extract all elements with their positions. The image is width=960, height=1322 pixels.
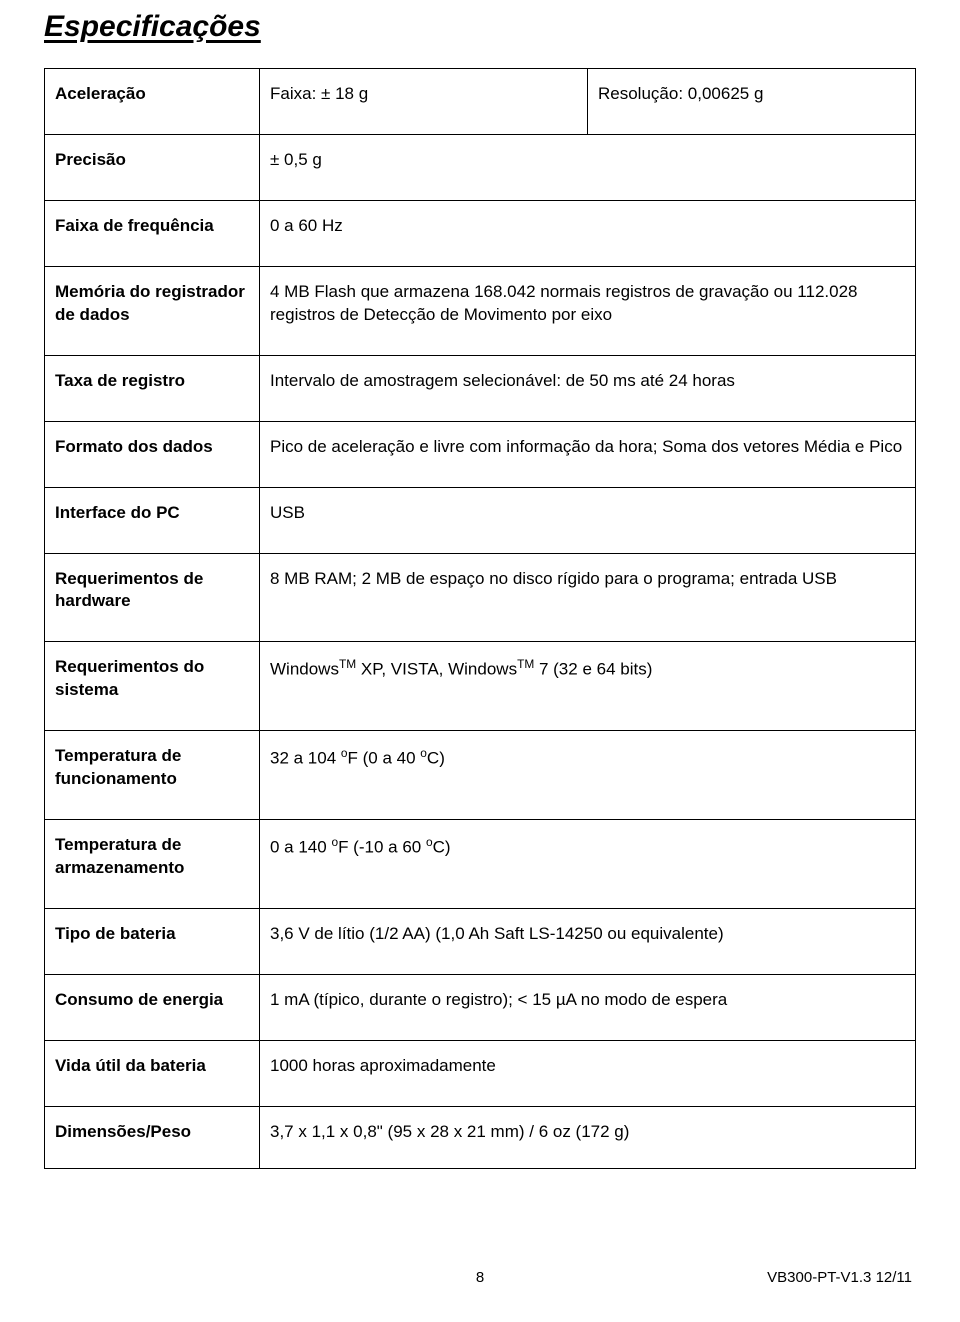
table-row: Taxa de registro Intervalo de amostragem… xyxy=(45,355,916,421)
spec-label: Temperatura de funcionamento xyxy=(45,731,260,820)
table-row: Aceleração Faixa: ± 18 g Resolução: 0,00… xyxy=(45,69,916,135)
table-row: Interface do PC USB xyxy=(45,487,916,553)
spec-label: Aceleração xyxy=(45,69,260,135)
spec-value: Intervalo de amostragem selecionável: de… xyxy=(260,355,916,421)
spec-label: Vida útil da bateria xyxy=(45,1040,260,1106)
spec-label: Requerimentos de hardware xyxy=(45,553,260,642)
spec-label: Interface do PC xyxy=(45,487,260,553)
page-number: 8 xyxy=(476,1269,484,1286)
page-footer: 8 VB300-PT-V1.3 12/11 xyxy=(44,1269,916,1286)
spec-value: USB xyxy=(260,487,916,553)
spec-value: 8 MB RAM; 2 MB de espaço no disco rígido… xyxy=(260,553,916,642)
spec-label: Consumo de energia xyxy=(45,974,260,1040)
spec-label: Precisão xyxy=(45,134,260,200)
specifications-table: Aceleração Faixa: ± 18 g Resolução: 0,00… xyxy=(44,68,916,1169)
table-row: Tipo de bateria 3,6 V de lítio (1/2 AA) … xyxy=(45,909,916,975)
spec-value: ± 0,5 g xyxy=(260,134,916,200)
table-row: Formato dos dados Pico de aceleração e l… xyxy=(45,421,916,487)
spec-label: Faixa de frequência xyxy=(45,200,260,266)
text: 0 a 140 xyxy=(270,838,331,857)
spec-label: Tipo de bateria xyxy=(45,909,260,975)
text: Windows xyxy=(270,660,339,679)
spec-value: 4 MB Flash que armazena 168.042 normais … xyxy=(260,266,916,355)
doc-version: VB300-PT-V1.3 12/11 xyxy=(484,1269,912,1286)
table-row: Memória do registrador de dados 4 MB Fla… xyxy=(45,266,916,355)
spec-value: 1 mA (típico, durante o registro); < 15 … xyxy=(260,974,916,1040)
table-row: Dimensões/Peso 3,7 x 1,1 x 0,8" (95 x 28… xyxy=(45,1106,916,1168)
spec-label: Formato dos dados xyxy=(45,421,260,487)
spec-label: Requerimentos do sistema xyxy=(45,642,260,731)
text: C) xyxy=(433,838,451,857)
text: TM xyxy=(517,657,534,671)
text: o xyxy=(341,746,348,760)
table-row: Temperatura de funcionamento 32 a 104 oF… xyxy=(45,731,916,820)
text: TM xyxy=(339,657,356,671)
table-row: Requerimentos do sistema WindowsTM XP, V… xyxy=(45,642,916,731)
spec-value: 32 a 104 oF (0 a 40 oC) xyxy=(260,731,916,820)
page-title: Especificações xyxy=(44,10,916,44)
spec-value: 0 a 140 oF (-10 a 60 oC) xyxy=(260,820,916,909)
spec-value: 0 a 60 Hz xyxy=(260,200,916,266)
spec-value: Pico de aceleração e livre com informaçã… xyxy=(260,421,916,487)
table-row: Vida útil da bateria 1000 horas aproxima… xyxy=(45,1040,916,1106)
spec-value: 3,6 V de lítio (1/2 AA) (1,0 Ah Saft LS-… xyxy=(260,909,916,975)
spec-value: 3,7 x 1,1 x 0,8" (95 x 28 x 21 mm) / 6 o… xyxy=(260,1106,916,1168)
spec-value: 1000 horas aproximadamente xyxy=(260,1040,916,1106)
spec-label: Memória do registrador de dados xyxy=(45,266,260,355)
spec-label: Temperatura de armazenamento xyxy=(45,820,260,909)
table-row: Faixa de frequência 0 a 60 Hz xyxy=(45,200,916,266)
text: 32 a 104 xyxy=(270,749,341,768)
spec-value: WindowsTM XP, VISTA, WindowsTM 7 (32 e 6… xyxy=(260,642,916,731)
spec-value: Faixa: ± 18 g xyxy=(260,69,588,135)
table-row: Requerimentos de hardware 8 MB RAM; 2 MB… xyxy=(45,553,916,642)
table-row: Precisão ± 0,5 g xyxy=(45,134,916,200)
text: C) xyxy=(427,749,445,768)
text: o xyxy=(420,746,427,760)
text: F (0 a 40 xyxy=(348,749,421,768)
spec-label: Taxa de registro xyxy=(45,355,260,421)
spec-label: Dimensões/Peso xyxy=(45,1106,260,1168)
table-row: Consumo de energia 1 mA (típico, durante… xyxy=(45,974,916,1040)
spec-value: Resolução: 0,00625 g xyxy=(588,69,916,135)
text: XP, VISTA, Windows xyxy=(356,660,517,679)
text: 7 (32 e 64 bits) xyxy=(534,660,652,679)
table-row: Temperatura de armazenamento 0 a 140 oF … xyxy=(45,820,916,909)
text: F (-10 a 60 xyxy=(338,838,426,857)
text: o xyxy=(426,835,433,849)
